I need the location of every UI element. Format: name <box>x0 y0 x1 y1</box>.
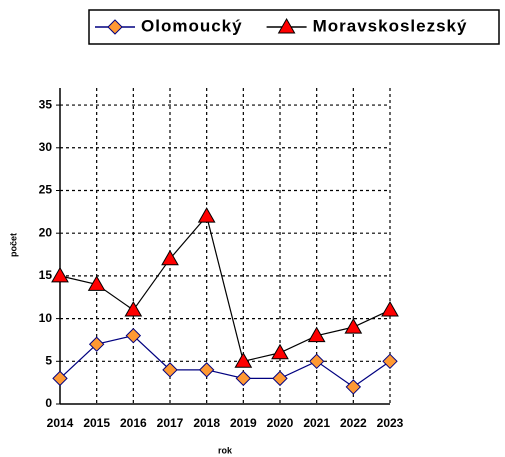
legend-label: Olomoucký <box>141 16 243 35</box>
diamond-marker <box>125 327 142 344</box>
x-tick-label: 2020 <box>267 416 294 430</box>
triangle-marker <box>234 352 253 368</box>
diamond-marker <box>162 362 178 378</box>
series-line <box>59 335 391 388</box>
triangle-marker <box>161 249 179 266</box>
y-tick-label: 35 <box>39 97 53 111</box>
diamond-marker <box>88 336 105 352</box>
y-axis-label: počet <box>8 233 18 257</box>
diamond-marker <box>52 370 68 387</box>
y-tick-label: 0 <box>45 396 52 410</box>
x-tick-label: 2017 <box>157 416 184 430</box>
triangle-marker <box>277 17 296 34</box>
x-tick-label: 2018 <box>193 416 220 430</box>
y-tick-label: 15 <box>39 268 53 282</box>
diamond-marker <box>272 370 288 387</box>
diamond-marker <box>235 370 252 387</box>
y-tick-label: 20 <box>39 225 53 239</box>
triangle-marker <box>344 318 363 334</box>
triangle-marker <box>197 207 216 223</box>
diamond-marker <box>198 362 215 378</box>
y-tick-label: 30 <box>39 140 53 154</box>
diamond-marker <box>382 353 398 370</box>
x-axis-label: rok <box>218 445 233 455</box>
triangle-marker <box>307 326 326 343</box>
diamond-marker <box>308 353 325 370</box>
x-tick-label: 2023 <box>377 416 404 430</box>
y-tick-label: 10 <box>39 311 53 325</box>
x-tick-label: 2016 <box>120 416 147 430</box>
y-tick-label: 5 <box>45 353 52 367</box>
x-tick-label: 2021 <box>303 416 330 430</box>
x-tick-label: 2022 <box>340 416 367 430</box>
triangle-marker <box>87 275 106 291</box>
triangle-marker <box>271 343 289 360</box>
legend-label: Moravskoslezský <box>313 16 468 35</box>
triangle-marker <box>51 266 69 283</box>
y-tick-label: 25 <box>39 183 53 197</box>
diamond-marker <box>345 379 362 395</box>
x-tick-label: 2019 <box>230 416 257 430</box>
diamond-marker <box>107 19 123 35</box>
triangle-marker <box>124 301 143 317</box>
x-tick-label: 2014 <box>47 416 74 430</box>
series-line <box>59 214 391 363</box>
x-tick-label: 2015 <box>83 416 110 430</box>
triangle-marker <box>381 301 399 317</box>
